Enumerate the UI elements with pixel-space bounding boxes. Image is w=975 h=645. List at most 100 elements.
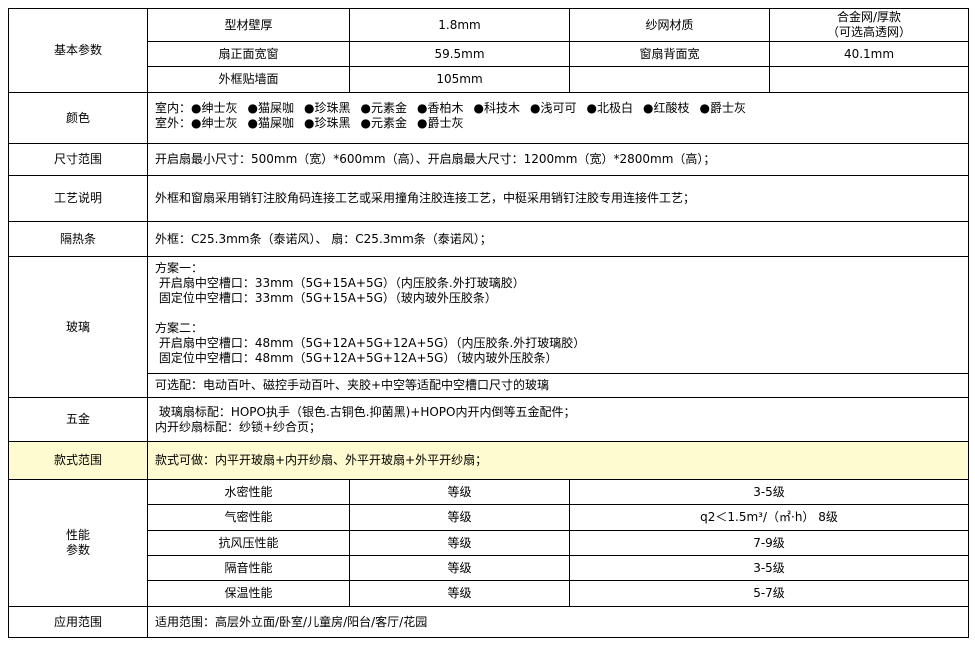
cell: 纱网材质 xyxy=(569,8,770,42)
label-line: 参数 xyxy=(65,543,90,557)
outdoor-list: ●绅士灰 ●猫屎咖 ●珍珠黑 ●元素金 ●爵士灰 xyxy=(191,116,474,130)
perf-name: 水密性能 xyxy=(147,479,350,505)
bullet-icon: ● xyxy=(304,116,315,130)
hardware-line: 内开纱扇标配：纱锁+纱合页； xyxy=(155,419,322,434)
cell: 1.8mm xyxy=(349,8,570,42)
color-name: 猫屎咖 xyxy=(258,101,295,115)
basic-label: 基本参数 xyxy=(8,8,148,93)
perf-value: 3-5级 xyxy=(569,555,969,581)
glass-optional: 可选配：电动百叶、磁控手动百叶、夹胶+中空等适配中空槽口尺寸的玻璃 xyxy=(147,373,969,398)
perf-grade: 等级 xyxy=(349,580,570,607)
bullet-icon: ● xyxy=(699,101,710,115)
bullet-icon: ● xyxy=(304,101,315,115)
color-option: ●猫屎咖 xyxy=(248,101,295,115)
color-name: 珍珠黑 xyxy=(314,101,351,115)
color-option: ●红酸枝 xyxy=(643,101,690,115)
bullet-icon: ● xyxy=(417,116,428,130)
cell: 40.1mm xyxy=(769,41,969,67)
insulation-label: 隔热条 xyxy=(8,221,148,257)
color-option: ●绅士灰 xyxy=(191,116,238,130)
perf-grade: 等级 xyxy=(349,504,570,531)
color-name: 浅可可 xyxy=(540,101,577,115)
perf-name: 抗风压性能 xyxy=(147,530,350,556)
insulation-text: 外框：C25.3mm条（泰诺风）、 扇：C25.3mm条（泰诺风）； xyxy=(147,221,969,257)
bullet-icon: ● xyxy=(247,101,258,115)
color-label: 颜色 xyxy=(8,92,148,144)
perf-name: 保温性能 xyxy=(147,580,350,607)
color-cell: 室内：●绅士灰 ●猫屎咖 ●珍珠黑 ●元素金 ●香柏木 ●科技木 ●浅可可 ●北极白 ●红酸枝 ●… xyxy=(147,92,969,144)
color-name: 科技木 xyxy=(484,101,521,115)
color-option: ●猫屎咖 xyxy=(248,116,295,130)
color-option: ●爵士灰 xyxy=(700,101,747,115)
spec-table: 基本参数 型材壁厚 1.8mm 纱网材质 合金网/厚款 （可选高透网） 扇正面宽窗… xyxy=(8,8,969,638)
bullet-icon: ● xyxy=(530,101,541,115)
color-name: 珍珠黑 xyxy=(314,116,351,130)
bullet-icon: ● xyxy=(473,101,484,115)
hardware-line: 玻璃扇标配：HOPO执手（银色.古铜色.抑菌黑)+HOPO内开内倒等五金配件； xyxy=(155,404,576,419)
application-text: 适用范围：高层外立面/卧室/儿童房/阳台/客厅/花园 xyxy=(147,606,969,638)
bullet-icon: ● xyxy=(191,101,202,115)
color-name: 绅士灰 xyxy=(201,101,238,115)
cell-line: 合金网/厚款 xyxy=(836,10,902,24)
cell: 窗扇背面宽 xyxy=(569,41,770,67)
color-name: 红酸枝 xyxy=(653,101,690,115)
cell: 型材壁厚 xyxy=(147,8,350,42)
perf-value: 5-7级 xyxy=(569,580,969,607)
process-label: 工艺说明 xyxy=(8,175,148,222)
color-name: 元素金 xyxy=(371,101,408,115)
perf-value: 7-9级 xyxy=(569,530,969,556)
glass-line: 开启扇中空槽口：33mm（5G+15A+5G）（内压胶条.外打玻璃胶） xyxy=(155,276,525,290)
glass-options: 方案一： 开启扇中空槽口：33mm（5G+15A+5G）（内压胶条.外打玻璃胶）… xyxy=(147,256,969,374)
bullet-icon: ● xyxy=(643,101,654,115)
perf-value: 3-5级 xyxy=(569,479,969,505)
cell-empty xyxy=(569,66,770,93)
style-text: 款式可做：内平开玻扇+内开纱扇、外平开玻扇+外平开纱扇； xyxy=(147,441,969,480)
glass-lines: 方案一： 开启扇中空槽口：33mm（5G+15A+5G）（内压胶条.外打玻璃胶）… xyxy=(155,261,961,366)
bullet-icon: ● xyxy=(191,116,202,130)
indoor-colors: 室内：●绅士灰 ●猫屎咖 ●珍珠黑 ●元素金 ●香柏木 ●科技木 ●浅可可 ●北极白 ●红酸枝 ●… xyxy=(155,101,961,116)
glass-line: 方案二： xyxy=(155,321,204,335)
perf-name: 气密性能 xyxy=(147,504,350,531)
color-name: 爵士灰 xyxy=(710,101,747,115)
bullet-icon: ● xyxy=(360,101,371,115)
cell: 105mm xyxy=(349,66,570,93)
bullet-icon: ● xyxy=(417,101,428,115)
cell: 59.5mm xyxy=(349,41,570,67)
indoor-list: ●绅士灰 ●猫屎咖 ●珍珠黑 ●元素金 ●香柏木 ●科技木 ●浅可可 ●北极白 ●红酸枝 ●爵士灰 xyxy=(191,101,756,115)
cell: 扇正面宽窗 xyxy=(147,41,350,67)
perf-value: q2＜1.5m³/（㎡·h） 8级 xyxy=(569,504,969,531)
size-label: 尺寸范围 xyxy=(8,143,148,176)
color-option: ●科技木 xyxy=(474,101,521,115)
process-text: 外框和窗扇采用销钉注胶角码连接工艺或采用撞角注胶连接工艺，中梃采用销钉注胶专用连… xyxy=(147,175,969,222)
color-option: ●珍珠黑 xyxy=(304,101,351,115)
glass-line: 开启扇中空槽口：48mm（5G+12A+5G+12A+5G）（内压胶条.外打玻璃… xyxy=(155,336,586,350)
indoor-label: 室内： xyxy=(155,101,192,115)
perf-name: 隔音性能 xyxy=(147,555,350,581)
perf-grade: 等级 xyxy=(349,555,570,581)
cell-empty xyxy=(769,66,969,93)
glass-line: 固定位中空槽口：48mm（5G+12A+5G+12A+5G）（玻内玻外压胶条） xyxy=(155,351,558,365)
bullet-icon: ● xyxy=(586,101,597,115)
application-label: 应用范围 xyxy=(8,606,148,638)
color-option: ●香柏木 xyxy=(417,101,464,115)
color-name: 猫屎咖 xyxy=(258,116,295,130)
color-option: ●爵士灰 xyxy=(417,116,464,130)
glass-label: 玻璃 xyxy=(8,256,148,398)
perf-grade: 等级 xyxy=(349,530,570,556)
color-option: ●绅士灰 xyxy=(191,101,238,115)
color-name: 元素金 xyxy=(371,116,408,130)
label-line: 性能 xyxy=(65,528,90,542)
glass-line xyxy=(155,306,961,321)
cell: 合金网/厚款 （可选高透网） xyxy=(769,8,969,42)
color-option: ●浅可可 xyxy=(530,101,577,115)
outdoor-label: 室外： xyxy=(155,116,192,130)
hardware-label: 五金 xyxy=(8,397,148,442)
perf-grade: 等级 xyxy=(349,479,570,505)
color-name: 北极白 xyxy=(597,101,634,115)
color-name: 香柏木 xyxy=(427,101,464,115)
bullet-icon: ● xyxy=(247,116,258,130)
outdoor-colors: 室外：●绅士灰 ●猫屎咖 ●珍珠黑 ●元素金 ●爵士灰 xyxy=(155,116,961,131)
color-option: ●元素金 xyxy=(361,101,408,115)
glass-line: 固定位中空槽口：33mm（5G+15A+5G）（玻内玻外压胶条） xyxy=(155,291,497,305)
style-label: 款式范围 xyxy=(8,441,148,480)
